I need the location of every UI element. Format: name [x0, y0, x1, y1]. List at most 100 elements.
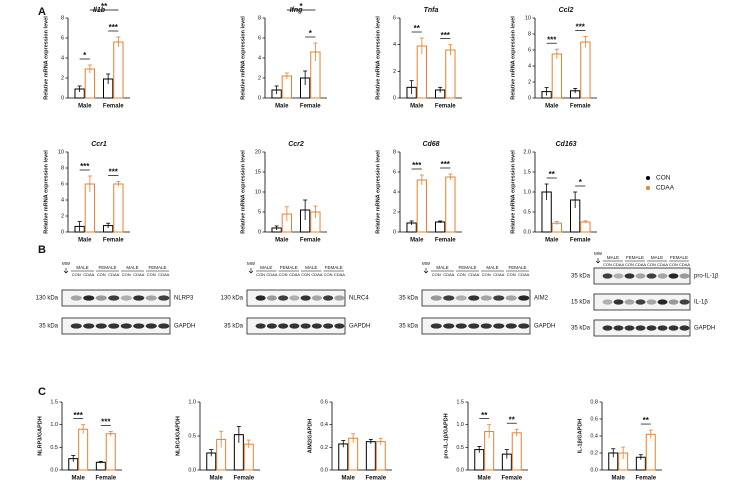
lane-label: CON [507, 272, 516, 277]
x-tick-label: Male [410, 238, 424, 244]
y-tick-label: 10 [58, 149, 64, 155]
y-axis-label: Relative mRNA expression level [375, 16, 381, 100]
group-label: MALE [651, 255, 663, 260]
bar [645, 433, 656, 471]
x-tick-label: Female [300, 104, 321, 110]
significance-label: *** [547, 35, 557, 44]
legend-label: CDAA [656, 185, 675, 192]
significance-label: *** [412, 161, 422, 170]
blot-band [334, 295, 345, 301]
significance-label: ** [643, 416, 650, 425]
blot-band [108, 295, 120, 301]
significance-label: *** [101, 418, 111, 427]
x-tick-label: Female [570, 238, 591, 244]
x-tick-label: Male [78, 238, 92, 244]
blot-band [83, 295, 95, 301]
lane-label: CON [482, 272, 491, 277]
significance-label: *** [441, 160, 451, 169]
blot-band [266, 323, 277, 329]
x-tick-label: Male [342, 476, 356, 482]
y-axis-label: Relative mRNA expression level [240, 150, 246, 234]
significance-label: *** [74, 411, 84, 420]
lane-label: CON [301, 272, 310, 277]
x-tick-label: Female [570, 104, 591, 110]
group-label: MALE [305, 265, 317, 270]
x-tick-label: Female [365, 476, 386, 482]
lane-label: CON [647, 262, 656, 267]
y-tick-label: 6 [61, 181, 64, 187]
significance-label: *** [109, 168, 119, 177]
legend-marker [646, 186, 650, 190]
blot-band [505, 295, 517, 301]
blot-band [624, 325, 635, 331]
blot-band [646, 325, 657, 331]
x-tick-label: Male [210, 476, 224, 482]
y-tick-label: 2.0 [523, 149, 531, 155]
y-tick-label: 6 [258, 35, 261, 41]
lane-label: CDAA [679, 262, 690, 267]
significance-label: ** [481, 411, 488, 420]
bar [281, 75, 293, 99]
y-tick-label: 6 [61, 35, 64, 41]
group-label: FEMALE [325, 265, 343, 270]
y-tick-label: 8 [258, 15, 261, 21]
significance-label: *** [109, 23, 119, 32]
y-tick-label: 0.0 [188, 467, 196, 473]
y-tick-label: 0.4 [320, 422, 328, 428]
bar [95, 461, 106, 471]
y-tick-label: 0 [393, 229, 396, 235]
y-axis-label: Relative mRNA expression level [43, 150, 49, 234]
blot-band [668, 299, 679, 305]
significance-label: * [83, 51, 87, 60]
y-axis-label: NLRP3/GAPDH [37, 416, 43, 455]
bar [580, 221, 591, 233]
y-tick-label: 15 [255, 169, 261, 175]
blot-band [95, 295, 107, 301]
y-tick-label: 2 [393, 69, 396, 75]
y-tick-label: 4 [61, 197, 64, 203]
significance-label: *** [80, 162, 90, 171]
x-tick-label: Male [612, 476, 626, 482]
mw-arrow [248, 268, 254, 274]
blot-band [311, 295, 322, 301]
y-tick-label: 0.6 [320, 399, 328, 405]
blot-band [278, 295, 289, 301]
group-label: FEMALE [98, 265, 116, 270]
lane-label: CON [432, 272, 441, 277]
bar [105, 433, 116, 471]
y-tick-label: 8 [61, 165, 64, 171]
y-tick-label: 1.0 [188, 399, 196, 405]
blot-band [602, 325, 613, 331]
lane-label: CDAA [289, 272, 300, 277]
protein-label: AIM2 [534, 296, 549, 302]
significance-label: * [309, 29, 313, 38]
y-tick-label: 4 [528, 63, 531, 69]
blot-band [518, 295, 530, 301]
blot-band [323, 295, 334, 301]
y-tick-label: 4 [258, 55, 261, 61]
x-tick-label: Male [72, 476, 86, 482]
y-tick-label: 10 [525, 15, 531, 21]
lane-label: CDAA [635, 262, 646, 267]
group-label: FEMALE [148, 265, 166, 270]
blot-band [255, 323, 266, 329]
x-tick-label: Female [635, 476, 656, 482]
group-label: MALE [260, 265, 272, 270]
mw-label: MW [594, 251, 603, 256]
blot-membrane [246, 289, 346, 307]
blot-band [120, 295, 132, 301]
panel-label: A [38, 6, 46, 18]
legend-marker [646, 176, 650, 180]
chart-title: Ccl2 [559, 7, 574, 14]
kda-label: 35 kDa [571, 274, 591, 280]
x-tick-label: Male [275, 238, 289, 244]
y-tick-label: 0.0 [456, 467, 464, 473]
chart-title: Cd68 [422, 141, 439, 148]
kda-label: 15 kDa [571, 300, 591, 306]
bar [445, 49, 456, 99]
group-label: MALE [607, 255, 619, 260]
bar [84, 68, 96, 99]
protein-label: pro-IL-1β [694, 274, 719, 280]
blot-band [679, 299, 690, 305]
y-tick-label: 0.2 [320, 445, 328, 451]
